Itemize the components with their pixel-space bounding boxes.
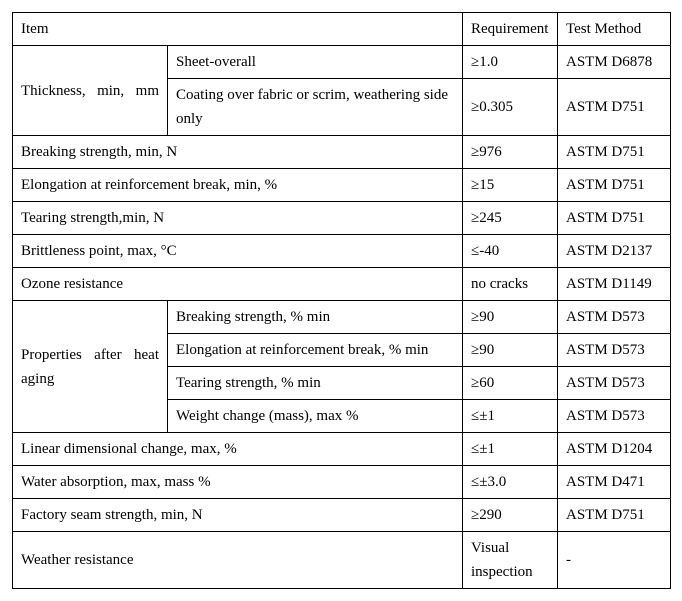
row-tearing: Tearing strength,min, N ≥245 ASTM D751 [13, 202, 671, 235]
cell-thickness-coating-req: ≥0.305 [463, 79, 558, 136]
spec-table: Item Requirement Test Method Thickness, … [12, 12, 671, 589]
cell-heat-el-label: Elongation at reinforcement break, % min [168, 334, 463, 367]
cell-seam-method: ASTM D751 [558, 499, 671, 532]
cell-elong-label: Elongation at reinforcement break, min, … [13, 169, 463, 202]
row-weather: Weather resistance Visual inspection - [13, 532, 671, 589]
row-ozone: Ozone resistance no cracks ASTM D1149 [13, 268, 671, 301]
cell-water-label: Water absorption, max, mass % [13, 466, 463, 499]
cell-weather-req: Visual inspection [463, 532, 558, 589]
cell-brittle-label: Brittleness point, max, °C [13, 235, 463, 268]
cell-linear-req: ≤±1 [463, 433, 558, 466]
cell-water-req: ≤±3.0 [463, 466, 558, 499]
cell-breaking-method: ASTM D751 [558, 136, 671, 169]
cell-heat-el-req: ≥90 [463, 334, 558, 367]
cell-thickness-sheet-req: ≥1.0 [463, 46, 558, 79]
row-thickness-sheet: Thickness, min, mm Sheet-overall ≥1.0 AS… [13, 46, 671, 79]
header-method: Test Method [558, 13, 671, 46]
cell-thickness-coating-label: Coating over fabric or scrim, weathering… [168, 79, 463, 136]
cell-ozone-method: ASTM D1149 [558, 268, 671, 301]
cell-water-method: ASTM D471 [558, 466, 671, 499]
cell-breaking-label: Breaking strength, min, N [13, 136, 463, 169]
header-requirement: Requirement [463, 13, 558, 46]
cell-heat-label: Properties after heat aging [13, 301, 168, 433]
cell-thickness-coating-method: ASTM D751 [558, 79, 671, 136]
cell-heat-ts-method: ASTM D573 [558, 367, 671, 400]
row-linear: Linear dimensional change, max, % ≤±1 AS… [13, 433, 671, 466]
cell-heat-bs-label: Breaking strength, % min [168, 301, 463, 334]
row-brittleness: Brittleness point, max, °C ≤-40 ASTM D21… [13, 235, 671, 268]
cell-heat-wc-label: Weight change (mass), max % [168, 400, 463, 433]
header-row: Item Requirement Test Method [13, 13, 671, 46]
cell-weather-method: - [558, 532, 671, 589]
cell-heat-bs-method: ASTM D573 [558, 301, 671, 334]
header-item: Item [13, 13, 463, 46]
row-elongation: Elongation at reinforcement break, min, … [13, 169, 671, 202]
cell-thickness-sheet-label: Sheet-overall [168, 46, 463, 79]
cell-tearing-req: ≥245 [463, 202, 558, 235]
cell-weather-label: Weather resistance [13, 532, 463, 589]
cell-seam-label: Factory seam strength, min, N [13, 499, 463, 532]
cell-heat-el-method: ASTM D573 [558, 334, 671, 367]
cell-heat-wc-req: ≤±1 [463, 400, 558, 433]
cell-brittle-method: ASTM D2137 [558, 235, 671, 268]
cell-heat-wc-method: ASTM D573 [558, 400, 671, 433]
row-breaking: Breaking strength, min, N ≥976 ASTM D751 [13, 136, 671, 169]
row-seam: Factory seam strength, min, N ≥290 ASTM … [13, 499, 671, 532]
cell-heat-ts-req: ≥60 [463, 367, 558, 400]
cell-thickness-label: Thickness, min, mm [13, 46, 168, 136]
cell-seam-req: ≥290 [463, 499, 558, 532]
cell-thickness-sheet-method: ASTM D6878 [558, 46, 671, 79]
cell-elong-req: ≥15 [463, 169, 558, 202]
cell-heat-ts-label: Tearing strength, % min [168, 367, 463, 400]
cell-breaking-req: ≥976 [463, 136, 558, 169]
cell-ozone-label: Ozone resistance [13, 268, 463, 301]
cell-tearing-method: ASTM D751 [558, 202, 671, 235]
cell-ozone-req: no cracks [463, 268, 558, 301]
cell-linear-method: ASTM D1204 [558, 433, 671, 466]
row-heat-breaking: Properties after heat aging Breaking str… [13, 301, 671, 334]
cell-heat-bs-req: ≥90 [463, 301, 558, 334]
cell-tearing-label: Tearing strength,min, N [13, 202, 463, 235]
cell-linear-label: Linear dimensional change, max, % [13, 433, 463, 466]
row-water: Water absorption, max, mass % ≤±3.0 ASTM… [13, 466, 671, 499]
cell-elong-method: ASTM D751 [558, 169, 671, 202]
cell-brittle-req: ≤-40 [463, 235, 558, 268]
